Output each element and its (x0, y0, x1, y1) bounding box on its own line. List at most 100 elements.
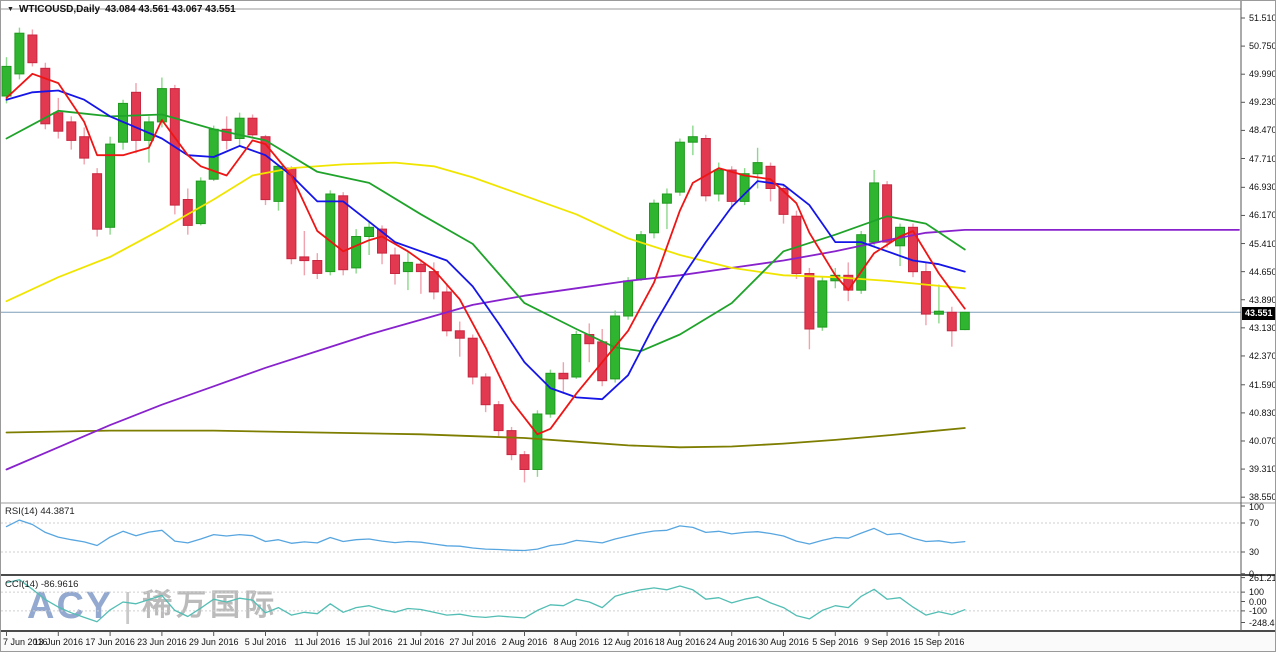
collapse-triangle-icon[interactable]: ▼ (7, 6, 14, 13)
rsi-axis-label: 30 (1249, 547, 1260, 557)
candle-body (674, 141, 685, 193)
price-axis-label: 43.130 (1249, 322, 1276, 333)
candle-body (545, 372, 556, 415)
watermark-brand-cn: 稀万国际 (142, 589, 279, 622)
candle-body (804, 273, 815, 330)
time-axis-strip[interactable] (1, 632, 1275, 651)
candle-body (571, 334, 582, 378)
candle-body (402, 261, 413, 273)
candle-body (778, 188, 789, 215)
time-axis-label: 12 Aug 2016 (602, 637, 654, 647)
candle-body (480, 376, 491, 406)
ma-purple (5, 228, 1240, 471)
current-price-tag: 43.551 (1242, 307, 1275, 320)
time-axis-label: 5 Sep 2016 (812, 637, 859, 647)
candle-body (377, 228, 387, 254)
candle-body (454, 330, 465, 339)
candle-body (351, 236, 362, 269)
cci-axis-label: 261.2157 (1249, 572, 1276, 583)
candle-body (234, 117, 245, 139)
candle-body (661, 193, 672, 204)
price-axis-label: 38.550 (1249, 492, 1276, 503)
candle-body (40, 67, 51, 125)
time-axis-label: 17 Jun 2016 (85, 637, 135, 647)
candle-body (687, 136, 698, 143)
candle-body (649, 202, 659, 234)
cci-axis-label: -100 (1249, 605, 1268, 616)
cci-line (5, 579, 966, 623)
price-axis-label: 49.990 (1249, 69, 1276, 80)
candle-body (713, 169, 724, 195)
price-axis-label: 48.470 (1249, 125, 1276, 136)
candle-body (739, 173, 750, 202)
candle-body (312, 260, 323, 274)
candle-body (856, 234, 867, 291)
price-axis-label: 49.230 (1249, 97, 1276, 108)
time-axis-label: 27 Jul 2016 (449, 637, 496, 647)
watermark-brand: ACY (27, 585, 114, 627)
price-axis-label: 46.930 (1249, 182, 1276, 193)
ma-olive (5, 427, 966, 449)
time-axis-label: 5 Jul 2016 (244, 637, 287, 647)
candle-body (726, 169, 737, 202)
time-axis-label: 15 Sep 2016 (913, 637, 965, 647)
rsi-axis-label: 100 (1249, 502, 1265, 512)
candle-body (260, 136, 271, 201)
candle-body (752, 162, 763, 175)
candle-body (493, 404, 504, 432)
ohlc-readout: 43.084 43.561 43.067 43.551 (105, 4, 236, 15)
time-axis-label: 18 Aug 2016 (654, 637, 706, 647)
candle-body (390, 254, 400, 274)
candle-body (299, 256, 310, 262)
price-axis-label: 44.650 (1249, 266, 1276, 277)
time-axis-label: 30 Aug 2016 (758, 637, 809, 647)
price-axis-label: 47.710 (1249, 153, 1276, 164)
price-axis-label: 51.510 (1249, 13, 1276, 23)
rsi-axis-label: 70 (1249, 518, 1260, 528)
price-axis-label: 40.830 (1249, 407, 1276, 418)
candle-body (92, 173, 103, 230)
candle-body (532, 413, 543, 470)
cci-axis-label: 0.00 (1249, 596, 1267, 607)
time-axis-label: 23 Jun 2016 (137, 637, 187, 647)
candle-body (428, 271, 439, 293)
candle-body (519, 454, 530, 471)
ma-green (5, 109, 966, 353)
candle-body (946, 311, 957, 332)
cci-axis-label: -248.486 (1249, 617, 1275, 628)
rsi-title: RSI(14) 44.3871 (5, 506, 75, 517)
symbol-period-label: WTICOUSD,Daily (18, 4, 101, 15)
candle-body (558, 372, 569, 380)
time-axis-label: 7 Jun 2016 (3, 637, 48, 647)
ma-yellow (5, 161, 966, 303)
time-axis-label: 29 Jun 2016 (188, 637, 239, 647)
candle-body (105, 143, 116, 228)
candle-body (791, 215, 802, 274)
candle-body (959, 311, 970, 331)
candle-body (908, 226, 918, 273)
rsi-axis-label: 0 (1249, 568, 1255, 579)
price-axis-label: 43.890 (1249, 294, 1276, 305)
broker-watermark: ACY | 稀万国际 (27, 587, 278, 625)
candle-body (27, 34, 38, 64)
candle-body (817, 280, 828, 328)
price-axis-label: 39.310 (1249, 464, 1276, 475)
candle-body (869, 182, 880, 243)
time-axis-label: 11 Jul 2016 (294, 637, 341, 647)
candle-body (467, 337, 478, 378)
candle-body (156, 88, 167, 123)
candle-body (765, 165, 776, 190)
watermark-divider: | (123, 587, 133, 625)
candle-body (53, 112, 64, 132)
time-axis-label: 24 Aug 2016 (706, 637, 757, 647)
candle-body (338, 195, 349, 271)
candle-body (325, 193, 336, 273)
time-axis-label: 8 Aug 2016 (553, 637, 600, 647)
candle-body (195, 180, 206, 225)
candle-body (623, 280, 634, 317)
ma-blue (5, 89, 966, 401)
candle-body (247, 117, 258, 136)
chart-header: ▼ WTICOUSD,Daily 43.084 43.561 43.067 43… (7, 4, 236, 15)
